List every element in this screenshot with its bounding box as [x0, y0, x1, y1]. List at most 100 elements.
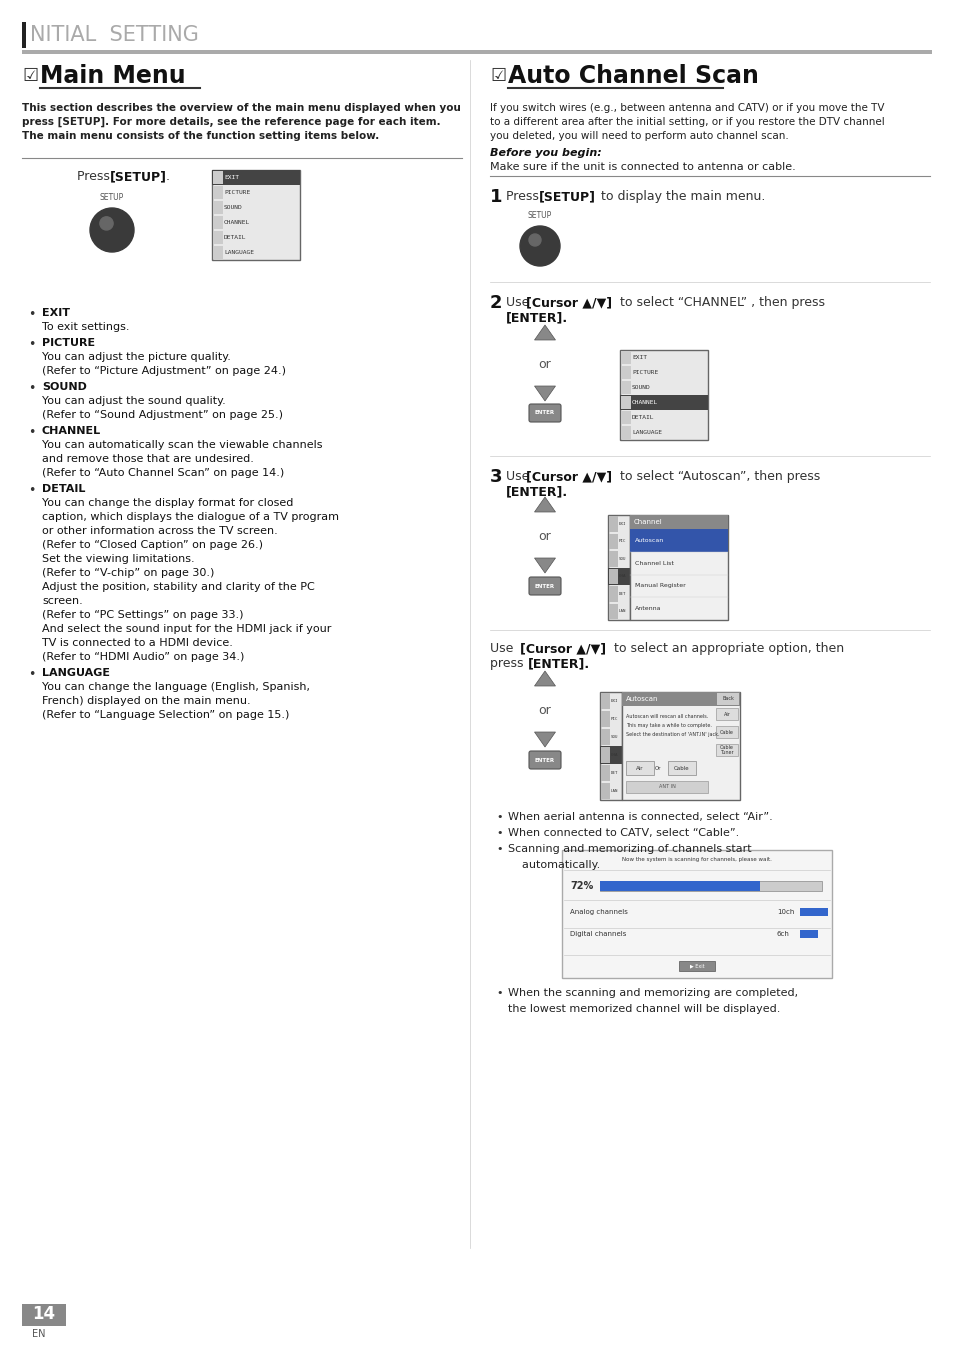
Text: You can change the display format for closed: You can change the display format for cl…	[42, 497, 294, 508]
Text: Back: Back	[721, 697, 733, 701]
Bar	[213, 171, 223, 183]
Text: •: •	[496, 844, 502, 855]
Text: Use: Use	[505, 470, 533, 483]
Text: •: •	[28, 669, 35, 681]
Bar	[608, 604, 618, 619]
Text: [ENTER].: [ENTER].	[505, 485, 568, 497]
Polygon shape	[534, 386, 555, 400]
Text: Cable: Cable	[720, 729, 733, 735]
Text: DET: DET	[618, 592, 625, 596]
Text: •: •	[28, 484, 35, 497]
Bar	[22, 22, 26, 49]
Text: To exit settings.: To exit settings.	[42, 322, 130, 332]
Text: [Cursor ▲/▼]: [Cursor ▲/▼]	[519, 642, 605, 655]
Bar	[213, 231, 223, 244]
Bar	[600, 766, 609, 780]
Text: LANGUAGE: LANGUAGE	[42, 669, 110, 678]
Text: •: •	[28, 338, 35, 350]
Text: Now the system is scanning for channels, please wait.: Now the system is scanning for channels,…	[621, 857, 771, 863]
Text: Cable
Tuner: Cable Tuner	[720, 744, 733, 755]
Text: and remove those that are undesired.: and remove those that are undesired.	[42, 454, 253, 464]
Bar	[599, 882, 821, 891]
Text: This section describes the overview of the main menu displayed when you: This section describes the overview of t…	[22, 102, 460, 113]
Text: •: •	[496, 828, 502, 838]
Bar	[213, 216, 223, 229]
Text: PICTURE: PICTURE	[224, 190, 250, 195]
Text: automatically.: automatically.	[507, 860, 599, 869]
Text: Autoscan will rescan all channels.: Autoscan will rescan all channels.	[625, 714, 707, 718]
Bar	[800, 930, 817, 938]
Text: to select “Autoscan”, then press: to select “Autoscan”, then press	[616, 470, 820, 483]
Text: the lowest memorized channel will be displayed.: the lowest memorized channel will be dis…	[507, 1004, 780, 1014]
Text: CHA: CHA	[610, 754, 618, 758]
Circle shape	[529, 235, 540, 245]
Bar	[212, 170, 299, 260]
Text: CHANNEL: CHANNEL	[42, 426, 101, 435]
Bar	[600, 747, 609, 763]
Bar	[625, 762, 654, 775]
Bar	[213, 245, 223, 259]
Text: (Refer to “Auto Channel Scan” on page 14.): (Refer to “Auto Channel Scan” on page 14…	[42, 468, 284, 479]
Text: Make sure if the unit is connected to antenna or cable.: Make sure if the unit is connected to an…	[490, 162, 795, 173]
Text: Air: Air	[636, 766, 643, 771]
Text: You can adjust the sound quality.: You can adjust the sound quality.	[42, 396, 226, 406]
Text: •: •	[28, 426, 35, 439]
Polygon shape	[534, 732, 555, 747]
Text: 10ch: 10ch	[776, 909, 794, 915]
Text: You can automatically scan the viewable channels: You can automatically scan the viewable …	[42, 439, 322, 450]
Text: Adjust the position, stability and clarity of the PC: Adjust the position, stability and clari…	[42, 582, 314, 592]
Text: SOUND: SOUND	[42, 381, 87, 392]
Text: SETUP: SETUP	[527, 212, 552, 220]
Text: Main Menu: Main Menu	[40, 63, 186, 88]
Text: LAN: LAN	[610, 789, 618, 793]
Text: Before you begin:: Before you begin:	[490, 148, 601, 158]
Text: .: .	[166, 170, 170, 183]
Bar	[599, 745, 621, 764]
Text: This may take a while to complete.: This may take a while to complete.	[625, 723, 711, 728]
Bar	[716, 708, 738, 720]
Text: to select an appropriate option, then: to select an appropriate option, then	[609, 642, 843, 655]
Text: EN: EN	[32, 1329, 46, 1339]
Bar	[608, 551, 618, 566]
Text: ▶ Exit: ▶ Exit	[689, 964, 703, 968]
Text: 6ch: 6ch	[776, 931, 789, 937]
Bar	[679, 961, 714, 971]
Bar	[629, 528, 727, 551]
Bar	[22, 1304, 66, 1326]
Bar	[608, 569, 618, 584]
Text: DETAIL: DETAIL	[631, 415, 654, 421]
Text: EXI: EXI	[618, 522, 625, 526]
Circle shape	[90, 208, 133, 252]
Text: ENTER: ENTER	[535, 758, 555, 763]
Text: Or: Or	[654, 766, 660, 771]
Text: to select “CHANNEL” , then press: to select “CHANNEL” , then press	[616, 297, 824, 309]
Text: SOUND: SOUND	[631, 386, 650, 390]
Text: PICTURE: PICTURE	[631, 369, 658, 375]
Text: CHANNEL: CHANNEL	[224, 220, 250, 225]
Text: Digital channels: Digital channels	[569, 931, 626, 937]
Text: You can adjust the picture quality.: You can adjust the picture quality.	[42, 352, 231, 363]
Text: or: or	[538, 357, 551, 371]
Text: Set the viewing limitations.: Set the viewing limitations.	[42, 554, 194, 563]
FancyBboxPatch shape	[529, 404, 560, 422]
Bar	[600, 729, 609, 745]
Text: or other information across the TV screen.: or other information across the TV scree…	[42, 526, 277, 537]
Text: [ENTER].: [ENTER].	[505, 311, 568, 324]
Bar	[667, 762, 696, 775]
Text: LAN: LAN	[618, 609, 625, 613]
Bar	[620, 396, 631, 408]
Text: PIC: PIC	[610, 717, 618, 721]
Bar	[607, 515, 629, 620]
Text: When connected to CATV, select “Cable”.: When connected to CATV, select “Cable”.	[507, 828, 739, 838]
Text: (Refer to “Language Selection” on page 15.): (Refer to “Language Selection” on page 1…	[42, 710, 289, 720]
Text: •: •	[28, 381, 35, 395]
Text: CHANNEL: CHANNEL	[631, 400, 658, 404]
Text: •: •	[496, 988, 502, 998]
Text: Auto Channel Scan: Auto Channel Scan	[507, 63, 758, 88]
Text: EXI: EXI	[610, 700, 618, 704]
Bar	[717, 693, 739, 705]
Text: LANGUAGE: LANGUAGE	[224, 249, 253, 255]
Bar	[600, 693, 609, 709]
Bar	[716, 744, 738, 756]
Text: caption, which displays the dialogue of a TV program: caption, which displays the dialogue of …	[42, 512, 338, 522]
